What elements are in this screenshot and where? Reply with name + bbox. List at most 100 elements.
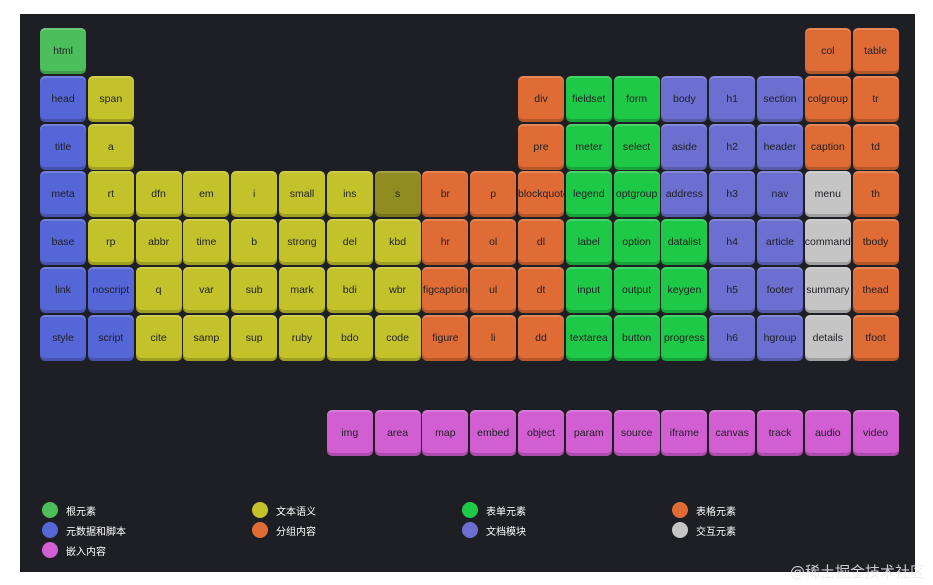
element-tile-label: nav bbox=[771, 188, 789, 201]
element-tile-abbr: abbr bbox=[135, 219, 182, 266]
element-tile-footer: footer bbox=[757, 267, 803, 313]
element-tile-area: area bbox=[374, 410, 421, 457]
legend-swatch bbox=[42, 522, 58, 538]
element-tile-label: command bbox=[804, 236, 851, 249]
element-tile-bdi: bdi bbox=[326, 267, 373, 313]
element-tile-object: object bbox=[518, 410, 564, 457]
element-tile-rp: rp bbox=[87, 219, 134, 266]
element-tile-canvas: canvas bbox=[709, 410, 756, 457]
element-tile-label: pre bbox=[533, 140, 549, 153]
element-tile-label: rp bbox=[106, 236, 116, 249]
element-tile-td: td bbox=[852, 123, 899, 170]
element-tile-textarea: textarea bbox=[565, 314, 612, 361]
element-tile-label: sub bbox=[245, 284, 263, 296]
element-tile-label: track bbox=[768, 427, 792, 440]
element-tile-label: div bbox=[534, 92, 548, 105]
element-tile-label: keygen bbox=[667, 284, 702, 296]
element-tile-button: button bbox=[613, 314, 660, 361]
element-tile-label: progress bbox=[663, 331, 705, 344]
legend-swatch bbox=[252, 502, 268, 518]
element-tile-sub: sub bbox=[231, 267, 278, 313]
legend-label: 文本语义 bbox=[276, 506, 316, 518]
element-tile-a: a bbox=[87, 123, 134, 170]
element-tile-label: table bbox=[864, 45, 887, 57]
element-tile-label: q bbox=[155, 284, 162, 296]
element-tile-label: h1 bbox=[726, 92, 739, 105]
element-tile-body: body bbox=[661, 75, 708, 122]
element-tile-h4: h4 bbox=[709, 219, 756, 266]
element-tile-label: map bbox=[435, 427, 456, 440]
element-tile-label: rt bbox=[107, 188, 114, 201]
element-tile-caption: caption bbox=[804, 123, 851, 170]
element-tile-header: header bbox=[757, 123, 803, 170]
element-tile-label: datalist bbox=[667, 236, 702, 249]
element-tile-br: br bbox=[422, 171, 469, 218]
element-tile-label: tfoot bbox=[865, 331, 886, 344]
element-tile-kbd: kbd bbox=[374, 219, 421, 266]
element-tile-label: area bbox=[387, 427, 409, 440]
element-tile-wbr: wbr bbox=[374, 267, 421, 313]
element-tile-label: aside bbox=[671, 140, 697, 153]
element-tile-hr: hr bbox=[422, 219, 469, 266]
element-tile-audio: audio bbox=[804, 410, 851, 457]
element-tile-aside: aside bbox=[661, 123, 708, 170]
element-tile-label: header bbox=[763, 140, 797, 153]
element-tile-p: p bbox=[470, 171, 517, 218]
element-tile-label: tbody bbox=[862, 236, 889, 249]
element-tile-fieldset: fieldset bbox=[565, 75, 612, 122]
legend-item: 分组内容 bbox=[252, 522, 316, 538]
element-tile-label: dt bbox=[536, 284, 546, 296]
element-tile-h3: h3 bbox=[709, 171, 756, 218]
element-tile-label: del bbox=[342, 236, 357, 249]
legend-item: 元数据和脚本 bbox=[42, 522, 126, 538]
element-tile-dl: dl bbox=[518, 219, 564, 266]
element-tile-label: optgroup bbox=[615, 188, 658, 201]
element-tile-th: th bbox=[852, 171, 899, 218]
element-tile-dd: dd bbox=[518, 314, 564, 361]
element-tile-label: dl bbox=[536, 236, 546, 249]
element-tile-label: legend bbox=[573, 188, 605, 201]
element-tile-label: wbr bbox=[389, 284, 407, 296]
element-tile-label: figcaption bbox=[422, 284, 468, 296]
element-tile-param: param bbox=[565, 410, 612, 457]
legend-label: 表格元素 bbox=[696, 506, 736, 518]
element-tile-label: option bbox=[622, 236, 651, 249]
legend-item: 表格元素 bbox=[672, 502, 736, 518]
element-tile-del: del bbox=[326, 219, 373, 266]
element-tile-mark: mark bbox=[279, 267, 325, 313]
element-tile-label: input bbox=[577, 284, 601, 296]
element-tile-s: s bbox=[374, 171, 421, 218]
element-tile-section: section bbox=[757, 75, 803, 122]
legend-label: 交互元素 bbox=[696, 526, 736, 538]
element-tile-code: code bbox=[374, 314, 421, 361]
element-tile-label: cite bbox=[150, 331, 167, 344]
element-tile-label: p bbox=[490, 188, 497, 201]
legend-item: 表单元素 bbox=[462, 502, 526, 518]
legend-label: 文档模块 bbox=[486, 526, 526, 538]
element-tile-img: img bbox=[326, 410, 373, 457]
element-tile-label: base bbox=[51, 236, 75, 249]
element-tile-hgroup: hgroup bbox=[757, 314, 803, 361]
element-tile-label: a bbox=[107, 140, 114, 153]
legend-swatch bbox=[672, 522, 688, 538]
element-tile-label: sup bbox=[245, 331, 263, 344]
element-tile-label: hgroup bbox=[763, 331, 797, 344]
element-tile-label: dd bbox=[535, 331, 547, 344]
element-tile-col: col bbox=[804, 28, 851, 74]
element-tile-script: script bbox=[87, 314, 134, 361]
element-tile-track: track bbox=[757, 410, 803, 457]
element-tile-var: var bbox=[183, 267, 230, 313]
element-tile-label: h3 bbox=[726, 188, 739, 201]
element-tile-label: ins bbox=[343, 188, 357, 201]
element-tile-thead: thead bbox=[852, 267, 899, 313]
element-tile-label: blockquote bbox=[518, 188, 564, 201]
element-tile-summary: summary bbox=[804, 267, 851, 313]
element-tile-menu: menu bbox=[804, 171, 851, 218]
element-tile-label: h5 bbox=[726, 284, 739, 296]
element-tile-label: small bbox=[289, 188, 315, 201]
element-tile-li: li bbox=[470, 314, 517, 361]
element-tile-label: form bbox=[626, 92, 648, 105]
legend-swatch bbox=[462, 502, 478, 518]
element-tile-ruby: ruby bbox=[279, 314, 325, 361]
element-tile-label: summary bbox=[806, 284, 850, 296]
